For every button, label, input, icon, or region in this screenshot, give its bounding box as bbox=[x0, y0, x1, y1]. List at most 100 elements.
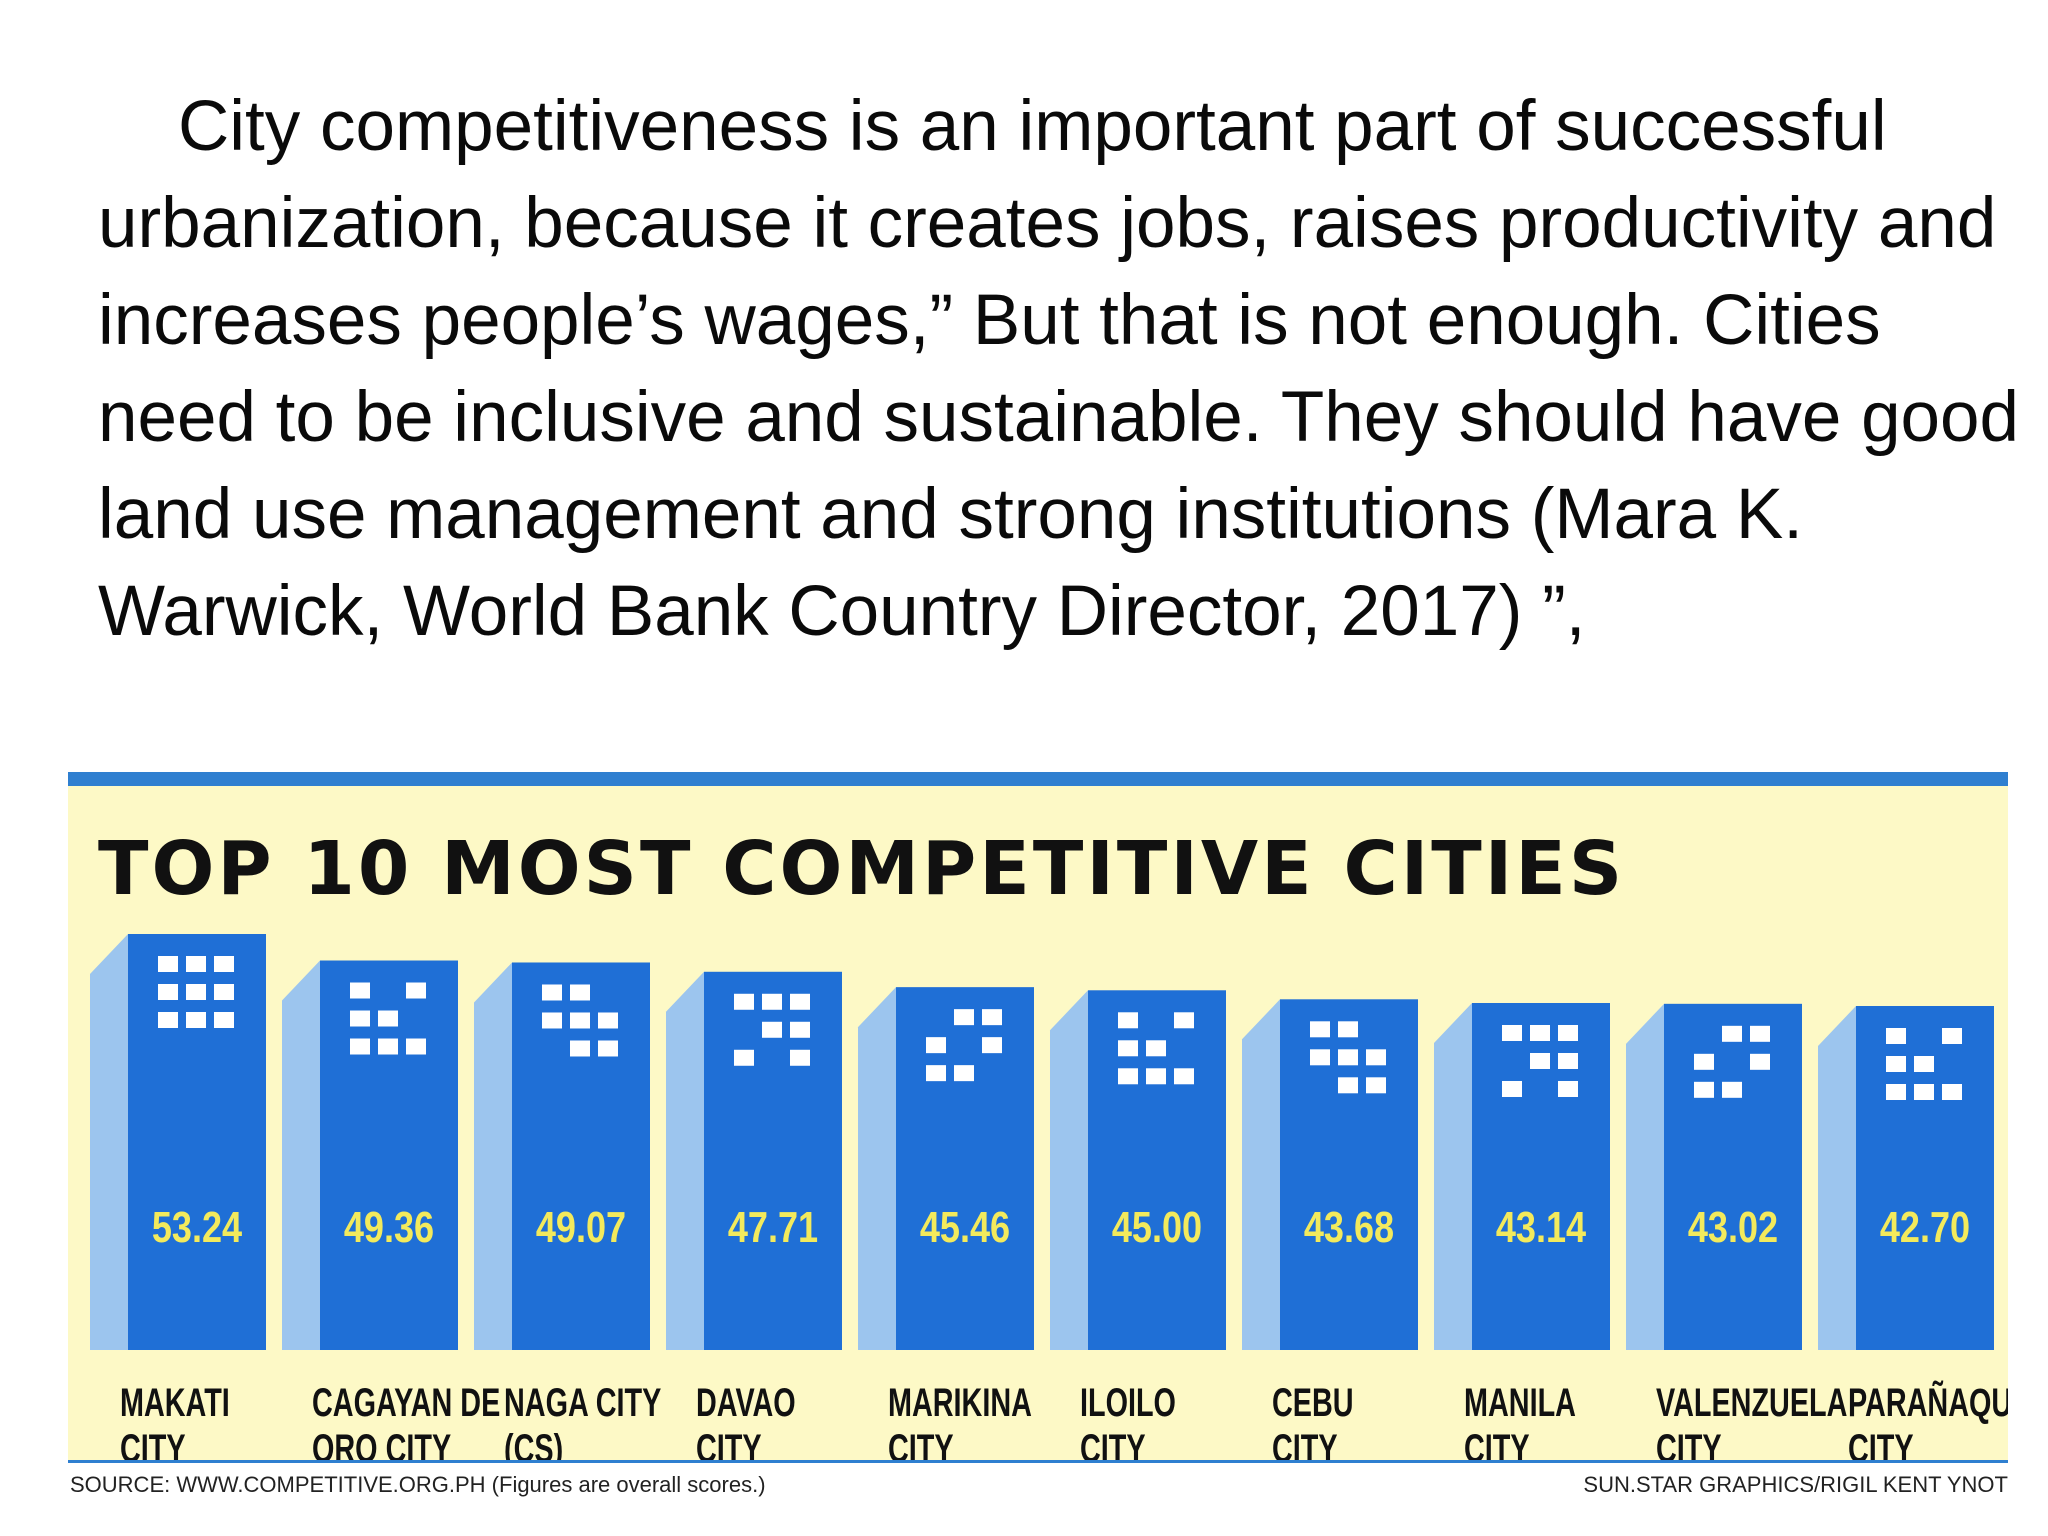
bar-window bbox=[1750, 1053, 1770, 1070]
bar-window bbox=[1886, 1084, 1906, 1100]
bar-window bbox=[982, 1037, 1002, 1054]
bar-window bbox=[1366, 1049, 1386, 1066]
bar-side-9 bbox=[1626, 1003, 1664, 1350]
category-label: CITY bbox=[1080, 1426, 1146, 1462]
bar-side-10 bbox=[1818, 1006, 1856, 1350]
bar-window bbox=[1118, 1068, 1138, 1085]
bar-window bbox=[1338, 1021, 1358, 1038]
bar-window bbox=[1942, 1028, 1962, 1044]
bar-window bbox=[1530, 1024, 1550, 1041]
bar-window bbox=[1338, 1077, 1358, 1094]
category-label: (CS) bbox=[504, 1426, 563, 1462]
category-label: CITY bbox=[888, 1426, 954, 1462]
bar-window bbox=[1914, 1056, 1934, 1072]
bar-window bbox=[982, 1009, 1002, 1026]
bar-value-label: 45.46 bbox=[920, 1203, 1010, 1252]
bar-window bbox=[598, 1012, 618, 1029]
infographic: TOP 10 MOST COMPETITIVE CITIES 53.24 MAKA… bbox=[68, 772, 2008, 1462]
category-label: CITY bbox=[120, 1426, 186, 1462]
bar-window bbox=[954, 1065, 974, 1082]
bar-window bbox=[598, 1040, 618, 1057]
bar-side-5 bbox=[858, 987, 896, 1350]
bar-window bbox=[1310, 1049, 1330, 1066]
category-label: VALENZUELA bbox=[1656, 1380, 1847, 1425]
bar-window bbox=[1694, 1053, 1714, 1070]
bar-side-6 bbox=[1050, 990, 1088, 1350]
category-label: CITY bbox=[1464, 1426, 1530, 1462]
bar-value-label: 42.70 bbox=[1880, 1203, 1970, 1252]
category-label: MANILA bbox=[1464, 1380, 1576, 1425]
bar-window bbox=[350, 1038, 370, 1055]
bar-window bbox=[1886, 1028, 1906, 1044]
category-label: MAKATI bbox=[120, 1380, 230, 1425]
category-label: CITY bbox=[696, 1426, 762, 1462]
bar-side-1 bbox=[90, 934, 128, 1350]
bar-window bbox=[1174, 1068, 1194, 1085]
bar-window bbox=[350, 1010, 370, 1027]
bar-window bbox=[186, 984, 206, 1000]
bar-window bbox=[1886, 1056, 1906, 1072]
bar-side-8 bbox=[1434, 1002, 1472, 1350]
bar-window bbox=[186, 956, 206, 972]
source-note: SOURCE: WWW.COMPETITIVE.ORG.PH (Figures … bbox=[70, 1472, 766, 1497]
category-label: DAVAO bbox=[696, 1380, 796, 1425]
bar-window bbox=[790, 1049, 810, 1066]
bar-value-label: 49.36 bbox=[344, 1203, 434, 1252]
category-label: CITY bbox=[1848, 1426, 1914, 1462]
footer-rule bbox=[68, 1460, 2008, 1463]
bar-window bbox=[1722, 1025, 1742, 1042]
bar-window bbox=[762, 1021, 782, 1038]
bar-window bbox=[186, 1012, 206, 1028]
intro-paragraph: City competitiveness is an important par… bbox=[98, 87, 2020, 651]
bar-window bbox=[406, 1038, 426, 1055]
bar-window bbox=[1502, 1024, 1522, 1041]
bar-window bbox=[1310, 1021, 1330, 1038]
bar-window bbox=[570, 984, 590, 1001]
category-label: CITY bbox=[1656, 1426, 1722, 1462]
bar-window bbox=[406, 982, 426, 999]
category-label: MARIKINA bbox=[888, 1380, 1032, 1425]
bar-window bbox=[214, 1012, 234, 1028]
bar-value-label: 43.14 bbox=[1496, 1203, 1587, 1252]
bar-window bbox=[1694, 1081, 1714, 1098]
bar-side-2 bbox=[282, 960, 320, 1350]
bar-window bbox=[1146, 1068, 1166, 1085]
bar-window bbox=[158, 984, 178, 1000]
bar-window bbox=[214, 984, 234, 1000]
bar-9 bbox=[1664, 1003, 1802, 1350]
bar-window bbox=[762, 993, 782, 1010]
bar-window bbox=[378, 1010, 398, 1027]
bar-window bbox=[926, 1065, 946, 1082]
bar-window bbox=[1558, 1080, 1578, 1097]
bar-value-label: 43.68 bbox=[1304, 1203, 1394, 1252]
bar-side-3 bbox=[474, 962, 512, 1350]
category-label: ORO CITY bbox=[312, 1426, 451, 1462]
bar-window bbox=[1502, 1080, 1522, 1097]
bar-window bbox=[734, 993, 754, 1010]
bar-window bbox=[158, 956, 178, 972]
bar-window bbox=[158, 1012, 178, 1028]
bar-window bbox=[790, 993, 810, 1010]
bar-window bbox=[350, 982, 370, 999]
bar-side-7 bbox=[1242, 999, 1280, 1350]
category-label: PARAÑAQUE bbox=[1848, 1380, 2008, 1425]
bar-window bbox=[1558, 1024, 1578, 1041]
bar-window bbox=[1914, 1084, 1934, 1100]
bar-window bbox=[542, 1012, 562, 1029]
bar-window bbox=[1146, 1040, 1166, 1057]
graphics-credit: SUN.STAR GRAPHICS/RIGIL KENT YNOT bbox=[1583, 1472, 2008, 1497]
bar-side-4 bbox=[666, 971, 704, 1350]
bar-window bbox=[1338, 1049, 1358, 1066]
bar-window bbox=[570, 1040, 590, 1057]
bar-window bbox=[1174, 1012, 1194, 1029]
category-label: ILOILO bbox=[1080, 1380, 1176, 1425]
bar-window bbox=[1558, 1052, 1578, 1069]
category-label: CITY bbox=[1272, 1426, 1338, 1462]
bar-window bbox=[926, 1037, 946, 1054]
bar-window bbox=[954, 1009, 974, 1026]
category-label: CAGAYAN DE bbox=[312, 1380, 500, 1425]
bar-window bbox=[790, 1021, 810, 1038]
bar-window bbox=[1750, 1025, 1770, 1042]
bar-window bbox=[214, 956, 234, 972]
bar-window bbox=[570, 1012, 590, 1029]
